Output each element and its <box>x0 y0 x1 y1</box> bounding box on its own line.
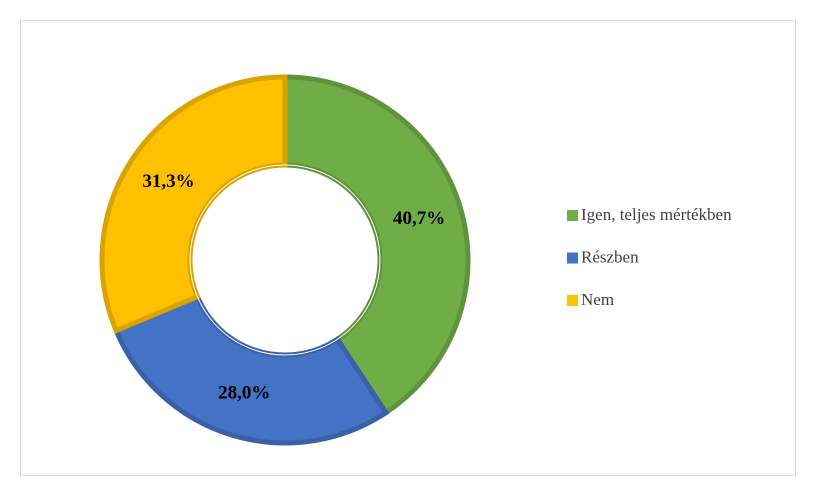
legend-label: Nem <box>581 290 614 309</box>
legend-swatch <box>567 252 578 264</box>
legend-label: Részben <box>581 247 639 266</box>
data-label: 28,0% <box>218 382 270 403</box>
legend-swatch <box>567 295 578 306</box>
legend-swatch <box>567 210 578 221</box>
data-label: 40,7% <box>393 208 445 229</box>
data-label: 31,3% <box>142 171 194 192</box>
legend-label: Igen, teljes mértékben <box>581 205 732 224</box>
donut-hole-edge <box>189 164 381 356</box>
